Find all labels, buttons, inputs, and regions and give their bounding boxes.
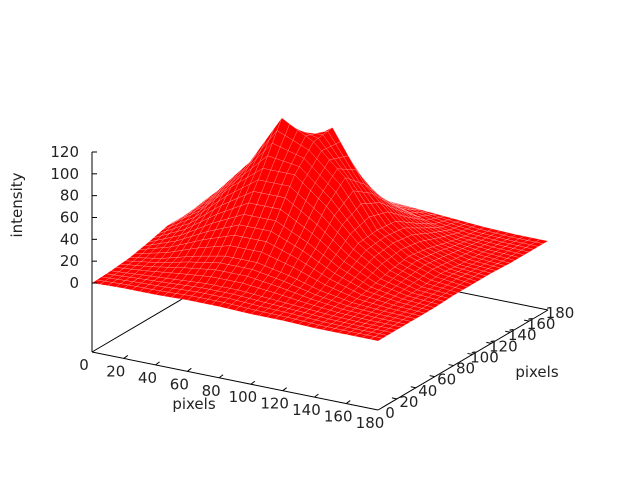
y-tick — [505, 330, 511, 333]
y-tick — [524, 319, 530, 322]
y-tick-label: 20 — [399, 393, 418, 411]
y-tick-label: 120 — [489, 337, 518, 355]
y-tick-label: 180 — [546, 304, 575, 322]
z-tick-label: 40 — [60, 230, 79, 248]
y-tick-label: 80 — [456, 360, 475, 378]
z-tick-label: 100 — [50, 165, 79, 183]
x-tick-label: 0 — [79, 356, 89, 374]
x-tick-label: 160 — [324, 408, 353, 426]
z-tick-label: 60 — [60, 209, 79, 227]
x-tick — [123, 355, 129, 359]
x-tick-label: 140 — [292, 401, 321, 419]
x-tick-label: 20 — [106, 362, 125, 380]
y-tick — [448, 364, 454, 367]
x-tick-label: 120 — [260, 395, 289, 413]
y-tick-label: 140 — [508, 326, 537, 344]
x-tick — [187, 367, 192, 372]
x-tick-label: 180 — [356, 414, 385, 432]
z-axis-label: intensity — [8, 172, 26, 237]
y-tick-label: 60 — [437, 371, 456, 389]
y-tick — [429, 375, 435, 378]
x-tick-label: 40 — [138, 369, 157, 387]
x-axis-line — [91, 351, 379, 411]
x-tick — [250, 380, 256, 385]
x-tick-label: 60 — [170, 375, 189, 393]
y-axis-line — [377, 309, 549, 411]
z-tick-label: 0 — [69, 274, 79, 292]
x-tick — [155, 361, 160, 366]
y-tick-label: 40 — [418, 382, 437, 400]
z-tick-label: 20 — [60, 252, 79, 270]
y-tick-label: 0 — [385, 404, 395, 422]
x-tick-label: 80 — [202, 382, 221, 400]
x-tick — [314, 393, 319, 398]
z-tick-label: 80 — [60, 187, 79, 205]
y-tick — [467, 352, 473, 355]
x-tick — [345, 400, 351, 404]
y-tick-label: 160 — [527, 315, 556, 333]
z-axis: 0 20 40 60 80 100 120 — [50, 143, 97, 352]
y-tick — [410, 386, 416, 389]
x-tick — [218, 374, 224, 379]
y-axis-label: pixels — [515, 363, 559, 381]
y-tick — [486, 341, 492, 344]
x-tick-label: 100 — [229, 388, 258, 406]
x-axis: 0 20 40 60 80 100 120 140 160 180 — [79, 355, 384, 432]
y-tick — [391, 397, 397, 400]
surface-cell — [369, 336, 384, 342]
y-tick-label: 100 — [470, 348, 499, 366]
x-tick — [282, 387, 287, 392]
z-tick-label: 120 — [50, 143, 79, 161]
surface-mesh — [91, 117, 549, 342]
x-axis-label: pixels — [172, 395, 216, 413]
